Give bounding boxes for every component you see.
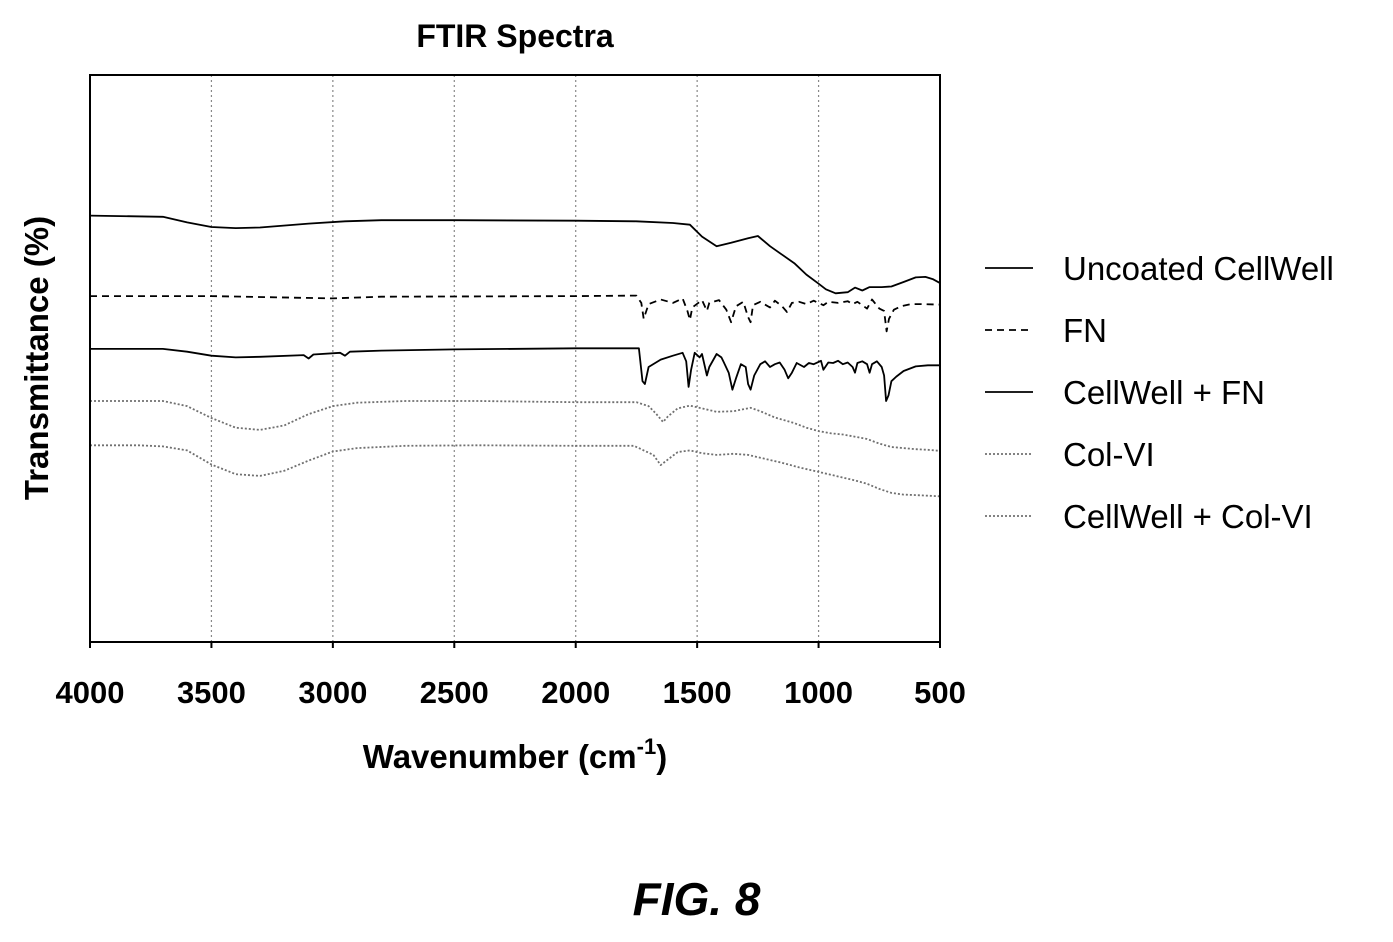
x-tick-label-1000: 1000 <box>784 675 853 710</box>
legend-label-1: Uncoated CellWell <box>1063 250 1334 287</box>
legend: Uncoated CellWell FN CellWell + FN Col-VI Ce… <box>985 250 1334 535</box>
series-line-4 <box>90 400 941 452</box>
grid-lines <box>210 75 820 642</box>
x-axis-label-superscript: -1 <box>637 734 657 759</box>
series-line-5 <box>90 444 941 498</box>
chart-title: FTIR Spectra <box>416 18 614 54</box>
legend-label-2: FN <box>1063 312 1107 349</box>
x-axis-label-main: Wavenumber (cm <box>363 738 637 775</box>
series-lines <box>89 214 941 498</box>
x-axis-ticks: 4000 3500 3000 2500 2000 1500 1000 500 <box>56 642 966 710</box>
y-axis-label: Transmittance (%) <box>18 216 55 500</box>
legend-label-5: CellWell + Col-VI <box>1063 498 1313 535</box>
x-axis-label: Wavenumber (cm-1) <box>363 734 667 775</box>
x-tick-label-500: 500 <box>914 675 966 710</box>
x-tick-label-2500: 2500 <box>420 675 489 710</box>
plot-frame <box>89 74 941 643</box>
legend-label-4: Col-VI <box>1063 436 1155 473</box>
x-tick-label-2000: 2000 <box>541 675 610 710</box>
series-line-3 <box>90 347 940 402</box>
x-tick-label-4000: 4000 <box>56 675 125 710</box>
legend-label-3: CellWell + FN <box>1063 374 1265 411</box>
x-tick-label-3500: 3500 <box>177 675 246 710</box>
x-tick-label-3000: 3000 <box>298 675 367 710</box>
x-tick-label-1500: 1500 <box>663 675 732 710</box>
series-line-1 <box>89 214 941 295</box>
x-axis-label-close: ) <box>656 738 667 775</box>
figure-caption: FIG. 8 <box>632 873 761 925</box>
series-line-2 <box>90 294 941 333</box>
